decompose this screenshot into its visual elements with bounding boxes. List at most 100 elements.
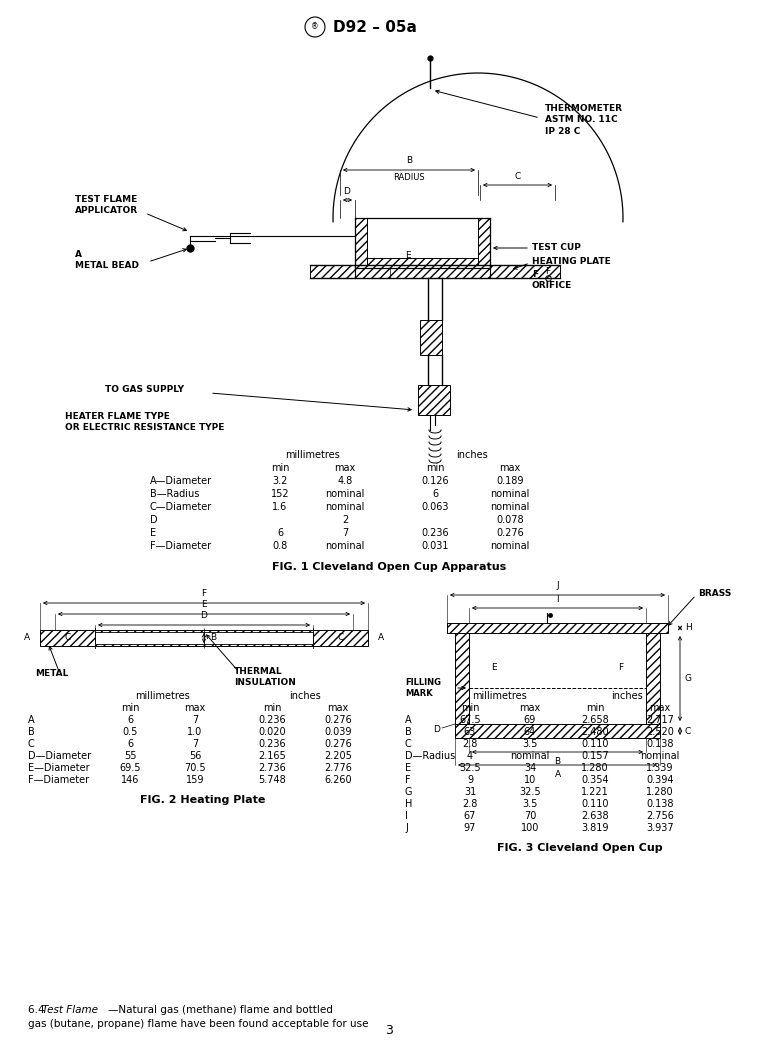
Text: 4.8: 4.8 [338,476,352,486]
Bar [355,218,367,268]
Text: 0.126: 0.126 [421,476,449,486]
Text: 2.8: 2.8 [462,739,478,750]
Text: millimetres: millimetres [285,450,340,460]
Text: 0.020: 0.020 [258,727,286,737]
Text: max: max [499,463,520,473]
Text: Test Flame: Test Flame [42,1005,98,1015]
Text: 1.6: 1.6 [272,502,288,512]
Text: TEST CUP: TEST CUP [532,244,581,253]
Text: H: H [405,799,412,809]
Bar [455,623,469,723]
Text: 6: 6 [277,528,283,538]
Text: TEST FLAME
APPLICATOR: TEST FLAME APPLICATOR [75,195,138,215]
Text: A: A [405,715,412,725]
Text: G: G [405,787,412,797]
Text: I: I [556,595,559,604]
Text: 6: 6 [432,489,438,499]
Bar [310,265,560,278]
Text: E: E [405,763,411,773]
Text: 0.236: 0.236 [258,715,286,725]
Text: 67: 67 [464,811,476,821]
Text: 1.280: 1.280 [581,763,609,773]
Text: F—Diameter: F—Diameter [150,541,211,551]
Text: B—Radius: B—Radius [150,489,199,499]
Text: F: F [545,266,551,276]
Text: E: E [491,663,497,672]
Text: —Natural gas (methane) flame and bottled: —Natural gas (methane) flame and bottled [108,1005,333,1015]
Text: TO GAS SUPPLY: TO GAS SUPPLY [105,385,184,395]
Text: HEATING PLATE: HEATING PLATE [532,257,611,266]
Text: 0.110: 0.110 [581,799,608,809]
Text: 159: 159 [186,775,205,785]
Text: J: J [405,823,408,833]
Text: gas (butane, propane) flame have been found acceptable for use: gas (butane, propane) flame have been fo… [28,1019,369,1029]
Text: nominal: nominal [490,489,530,499]
Text: 7: 7 [342,528,348,538]
Text: C: C [685,727,691,736]
Text: B: B [406,156,412,166]
Text: B: B [405,727,412,737]
Text: F
ORIFICE: F ORIFICE [532,271,573,289]
Text: C: C [405,739,412,750]
Text: C: C [28,739,35,750]
Text: 0.138: 0.138 [647,799,674,809]
Bar [40,630,368,646]
Text: 55: 55 [124,751,136,761]
Text: RADIUS: RADIUS [393,173,425,182]
Text: min: min [263,703,282,713]
Text: inches: inches [289,691,321,701]
Text: 0.276: 0.276 [324,739,352,750]
Text: 69.5: 69.5 [119,763,141,773]
Text: D: D [201,611,208,620]
Text: D—Diameter: D—Diameter [28,751,91,761]
Text: 69: 69 [524,715,536,725]
Bar [418,385,450,415]
Text: G: G [685,674,692,683]
Text: 0.5: 0.5 [122,727,138,737]
Text: 3: 3 [385,1023,393,1037]
Text: 56: 56 [189,751,202,761]
Text: 97: 97 [464,823,476,833]
Text: 0.8: 0.8 [272,541,288,551]
Text: 6: 6 [127,715,133,725]
Text: E—Diameter: E—Diameter [28,763,89,773]
Text: A: A [378,634,384,642]
Bar [478,218,490,268]
Text: 2.717: 2.717 [646,715,674,725]
Text: nominal: nominal [490,502,530,512]
Text: 63: 63 [464,727,476,737]
Text: nominal: nominal [325,489,365,499]
Bar [455,723,660,738]
Text: 2.658: 2.658 [581,715,609,725]
Text: 0.110: 0.110 [581,739,608,750]
Text: B: B [210,634,216,642]
Text: A
METAL BEAD: A METAL BEAD [75,250,139,270]
Text: F: F [202,589,207,598]
Text: 0.236: 0.236 [258,739,286,750]
Bar [420,320,442,355]
Text: 2.205: 2.205 [324,751,352,761]
Text: 1.221: 1.221 [581,787,609,797]
Bar [367,258,478,268]
Text: nominal: nominal [490,541,530,551]
Text: 32.5: 32.5 [459,763,481,773]
Text: F: F [405,775,411,785]
Text: 1.339: 1.339 [647,763,674,773]
Text: METAL: METAL [35,669,68,679]
Text: 0.189: 0.189 [496,476,524,486]
Text: HEATER FLAME TYPE
OR ELECTRIC RESISTANCE TYPE: HEATER FLAME TYPE OR ELECTRIC RESISTANCE… [65,411,224,432]
Text: 152: 152 [271,489,289,499]
Text: 64: 64 [524,727,536,737]
Text: C—Diameter: C—Diameter [150,502,212,512]
Text: 0.157: 0.157 [581,751,609,761]
Text: min: min [586,703,605,713]
Text: nominal: nominal [510,751,550,761]
Text: C: C [65,634,71,642]
Text: C: C [514,172,520,181]
Bar [95,632,313,644]
Text: nominal: nominal [640,751,680,761]
Text: 4: 4 [467,751,473,761]
Text: 70.5: 70.5 [184,763,206,773]
Text: max: max [328,703,349,713]
Text: D: D [433,725,440,734]
